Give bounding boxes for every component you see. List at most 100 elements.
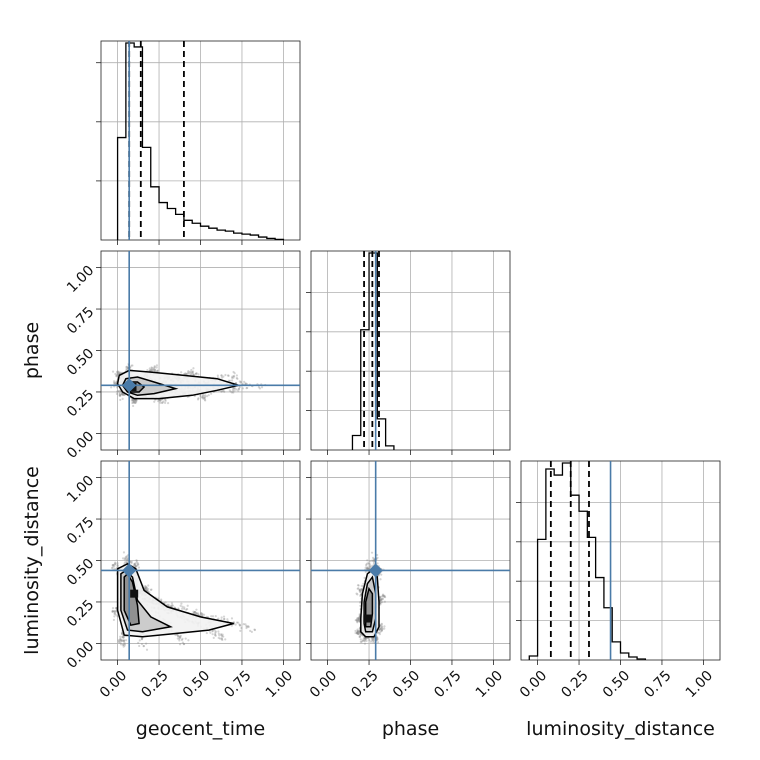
sample-point [253,628,256,631]
sample-point [238,623,241,626]
sample-point [199,394,202,397]
sample-point [223,390,226,393]
sample-point [119,371,122,374]
sample-point [130,562,133,565]
x-tick-label: 0.25 [558,668,591,701]
sample-point [367,637,370,640]
sample-point [188,371,191,374]
y-axis-label-phase: phase [21,322,43,379]
sample-point [380,629,383,632]
sample-point [130,364,133,367]
sample-point [183,372,186,376]
sample-point [114,382,117,385]
sample-point [145,648,149,651]
sample-point [381,594,385,597]
sample-point [245,626,248,630]
sample-point [381,595,384,598]
sample-point [155,366,158,369]
sample-point [365,563,368,566]
sample-point [112,618,115,621]
sample-point [186,608,189,611]
sample-point [356,617,359,620]
sample-point [149,369,152,372]
sample-point [189,372,193,375]
sample-point [121,397,124,400]
sample-point [133,398,136,402]
sample-point [176,637,179,640]
sample-point [117,372,120,375]
sample-point [201,612,204,616]
sample-point [132,401,135,404]
sample-point [115,380,118,383]
sample-point [356,631,359,634]
hist-panel-phase [306,250,511,455]
sample-point [120,632,124,635]
sample-point [368,566,371,570]
sample-point [144,587,147,590]
sample-point [137,641,140,644]
sample-point [180,602,183,605]
sample-point [195,372,198,375]
sample-point [121,393,124,396]
y-tick-label: 1.00 [64,473,97,506]
sample-point [147,584,150,587]
sample-point [122,643,125,647]
sample-point [192,373,195,376]
sample-point [119,398,122,402]
sample-point [153,368,157,371]
hist-panel-geocent_time [96,40,301,245]
sample-point [365,567,369,570]
sample-point [134,565,137,568]
x-tick-label: 0.50 [390,668,423,701]
sample-point [358,635,361,639]
sample-point [221,635,224,638]
sample-point [171,604,174,607]
sample-point [201,394,204,398]
y-tick-label: 1.00 [64,263,97,296]
sample-point [379,627,382,630]
sample-point [182,643,186,646]
x-tick-label: 0.00 [307,668,340,701]
x-tick-label: 1.00 [683,668,716,701]
scatter-samples [110,551,257,651]
sample-point [379,599,382,602]
sample-point [356,629,360,632]
sample-point [241,387,245,390]
sample-point [202,613,206,616]
sample-point [234,623,237,626]
sample-point [382,595,385,598]
sample-point [187,639,190,642]
scatter-samples [354,551,387,645]
sample-point [220,390,223,393]
sample-point [171,604,174,607]
sample-point [222,389,225,392]
sample-point [359,601,362,604]
sample-point [117,389,120,393]
sample-point [230,617,234,620]
sample-point [222,615,226,618]
sample-point [223,617,226,621]
sample-point [119,394,122,397]
sample-point [227,374,230,377]
sample-point [258,387,262,390]
sample-point [178,643,182,646]
sample-point [357,618,360,621]
sample-point [376,553,379,557]
sample-point [114,561,117,564]
sample-point [123,558,126,561]
sample-point [229,379,232,382]
sample-point [113,610,116,613]
sample-point [110,567,114,570]
sample-point [160,401,164,405]
sample-point [372,639,375,643]
sample-point [117,640,121,643]
sample-point [203,397,206,400]
sample-point [118,638,122,641]
sample-point [120,392,124,396]
sample-point [207,394,210,397]
sample-point [164,399,167,402]
sample-point [135,561,138,564]
sample-point [362,639,365,642]
sample-point [358,615,361,618]
sample-point [143,586,146,590]
